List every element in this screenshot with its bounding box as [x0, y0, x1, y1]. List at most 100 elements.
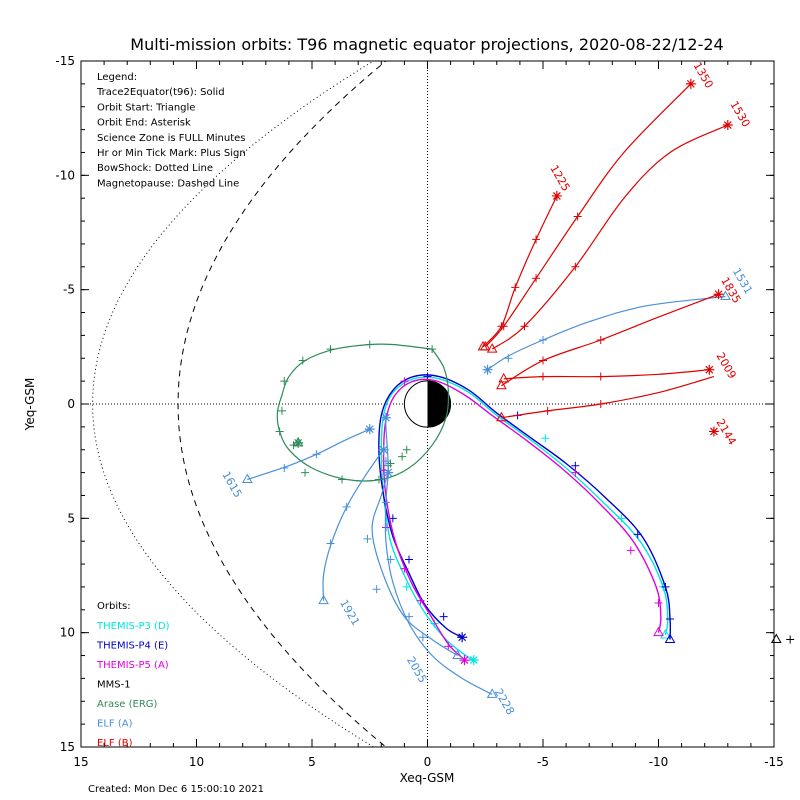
offplot-tick-mark: [786, 635, 795, 644]
elf-a-orbit-time-label: 1615: [219, 469, 244, 500]
elf-a-orbit-start-marker: [486, 688, 498, 698]
chart-title: Multi-mission orbits: T96 magnetic equat…: [130, 35, 723, 54]
elf-b-orbit-tick-mark: [596, 372, 605, 381]
y-tick-label: 0: [67, 397, 75, 411]
arase-erg-tick-mark: [398, 452, 407, 461]
elf-a-orbit-end-marker: [380, 412, 391, 423]
elf-b-orbit-tick-mark: [596, 335, 605, 344]
elf-a-orbit-tick-mark: [372, 585, 381, 594]
elf-b-orbit-tick-mark: [571, 262, 580, 271]
legend-entry: ELF (B): [97, 738, 133, 749]
elf-b-orbit-tick-mark: [596, 400, 605, 408]
elf-a-orbit-tick-mark: [386, 555, 395, 564]
arase-erg-tick-mark: [365, 340, 374, 349]
themis-p3-d-tick-mark: [402, 582, 411, 591]
themis-p5-a-series: [379, 377, 664, 666]
elf-a-orbit-track: [487, 295, 726, 371]
x-tick-label: 10: [189, 755, 204, 769]
themis-p3-d-start-marker: [660, 628, 671, 639]
themis-p5-a-tick-mark: [400, 564, 409, 573]
y-tick-label: -5: [63, 283, 75, 297]
elf-a-orbit-track: [384, 417, 493, 695]
elf-b-orbit-tick-mark: [539, 372, 547, 381]
axes: 15 10 5 0 -5 -10 -15 -15 -10 -5 0 5 10 15: [55, 54, 783, 769]
earth-night-side: [427, 380, 451, 428]
legend-note: Science Zone is FULL Minutes: [97, 133, 246, 144]
themis-p5-a-start-marker: [653, 626, 664, 637]
themis-p4-e-tick-mark: [405, 555, 414, 564]
elf-b-orbit-track: [503, 369, 710, 380]
arase-erg-tick-mark: [277, 406, 286, 415]
y-axis-label: Yeq-GSM: [23, 378, 37, 432]
elf-b-orbit-start-marker: [498, 372, 510, 383]
legend-note: Orbit End: Asterisk: [97, 118, 191, 129]
arase-erg-tick-mark: [338, 475, 347, 484]
elf-a-orbit-tick-mark: [418, 633, 427, 642]
x-tick-label: -15: [764, 755, 784, 769]
elf-b-orbit-start-marker: [479, 340, 491, 351]
elf-a-orbit-end-marker: [378, 444, 389, 455]
elf-b-orbit-start-marker: [496, 379, 507, 390]
elf-b-orbit-start-marker: [496, 411, 507, 422]
elf-b-orbit-end-marker: [685, 78, 696, 89]
elf-b-orbit-tick-mark: [573, 212, 582, 221]
elf-a-orbit-track: [247, 428, 371, 481]
elf-b-orbit-end-marker: [713, 289, 724, 300]
x-tick-label: -5: [537, 755, 549, 769]
offplot-start-marker: [770, 633, 782, 644]
legend-entry: THEMIS-P5 (A): [96, 660, 169, 671]
elf-a-orbit-end-marker: [482, 364, 493, 375]
elf-a-orbit-tick-mark: [312, 450, 321, 459]
themis-p5-a-tick-mark: [626, 546, 635, 555]
arase-erg-series: [275, 340, 450, 484]
elf-b-orbit-track: [484, 83, 692, 348]
themis-p5-a-end-marker: [459, 655, 470, 666]
arase-erg-tick-mark: [301, 468, 310, 477]
elf-a-orbit-tick-mark: [342, 502, 351, 511]
legend-note: Orbit Start: Triangle: [97, 102, 195, 113]
themis-p5-a-tick-mark: [444, 642, 453, 651]
elf-a-orbit-tick-mark: [539, 335, 547, 344]
legend-note: Hr or Min Tick Mark: Plus Sign: [97, 148, 246, 159]
themis-p3-d-tick-mark: [541, 434, 550, 443]
elf-b-orbit-tick-mark: [543, 406, 552, 415]
themis-p5-a-tick-mark: [654, 598, 663, 607]
elf-a-orbit-tick-mark: [405, 612, 414, 621]
themis-p4-e-tick-mark: [633, 530, 642, 539]
themis-p4-e-end-marker: [457, 632, 468, 643]
arase-erg-track: [276, 343, 450, 482]
arase-erg-tick-mark: [326, 345, 335, 354]
elf-b-orbit-end-marker: [722, 120, 733, 131]
y-tick-label: 15: [60, 740, 75, 754]
themis-p5-a-track: [382, 378, 662, 661]
arase-erg-tick-mark: [298, 356, 307, 365]
themis-p4-e-track: [378, 374, 672, 640]
elf-b-orbit-tick-mark: [511, 283, 520, 292]
elf-b-orbit-time-label: 2009: [714, 350, 739, 381]
themis-p4-e-tick-mark: [439, 612, 448, 621]
themis-p3-d-track: [380, 376, 669, 661]
elf-a-orbit-track: [322, 449, 385, 601]
x-tick-label: 15: [73, 755, 88, 769]
legend-entry: THEMIS-P3 (D): [96, 621, 170, 632]
elf-a-orbit-start-marker: [720, 290, 731, 301]
themis-p4-e-tick-mark: [571, 461, 580, 470]
legend-note: Legend:: [97, 72, 137, 83]
legend-entry: MMS-1: [97, 680, 131, 691]
elf-b-orbit-tick-mark: [499, 322, 508, 331]
elf-b-orbit-end-marker: [704, 364, 715, 375]
themis-p5-a-tick-mark: [416, 596, 425, 605]
x-tick-label: 0: [424, 755, 432, 769]
elf-b-orbit-track: [501, 376, 715, 419]
elf-b-orbit-start-marker: [486, 343, 498, 353]
elf-a-orbit-time-label: 1921: [337, 597, 362, 628]
arase-erg-tick-mark: [402, 445, 411, 454]
elf-a-orbit-time-label: 2055: [404, 654, 429, 685]
created-footer: Created: Mon Dec 6 15:00:10 2021: [88, 784, 264, 795]
elf-a-orbit-tick-mark: [381, 457, 390, 466]
elf-a-orbit-time-label: 2228: [492, 686, 517, 717]
elf-b-orbit-track: [482, 195, 558, 348]
